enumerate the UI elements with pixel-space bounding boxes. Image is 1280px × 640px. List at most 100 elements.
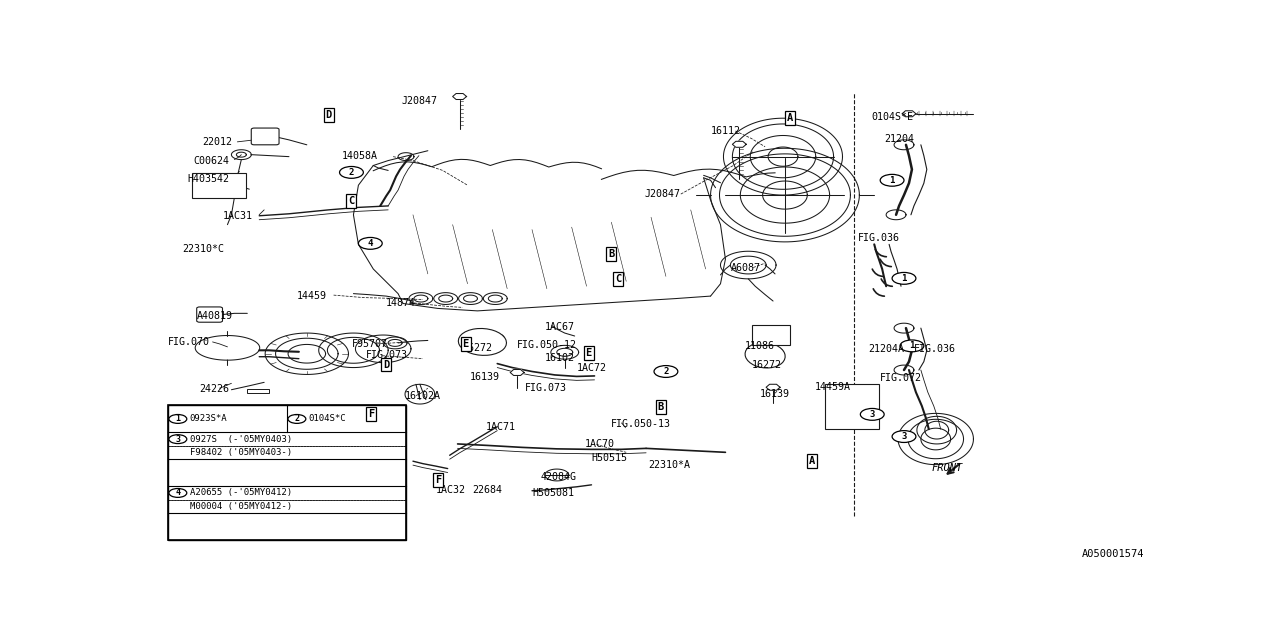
Text: 22310*A: 22310*A: [648, 460, 690, 470]
Text: FRONT: FRONT: [932, 463, 963, 472]
Polygon shape: [732, 141, 746, 147]
Text: A6087: A6087: [731, 264, 760, 273]
Text: J20847: J20847: [644, 189, 680, 199]
Text: 2: 2: [663, 367, 668, 376]
Text: 0104S*E: 0104S*E: [872, 112, 913, 122]
Text: 0923S*A: 0923S*A: [189, 415, 228, 424]
Ellipse shape: [458, 328, 507, 355]
Circle shape: [288, 415, 306, 424]
Text: 2: 2: [294, 415, 300, 424]
Text: B: B: [608, 249, 614, 259]
Text: 22684: 22684: [472, 484, 503, 495]
Circle shape: [881, 174, 904, 186]
Text: 4: 4: [175, 488, 180, 497]
FancyBboxPatch shape: [197, 307, 223, 322]
Text: C: C: [616, 274, 621, 284]
Text: B: B: [658, 402, 664, 412]
Text: 1AC72: 1AC72: [576, 362, 607, 372]
Circle shape: [358, 237, 383, 249]
FancyBboxPatch shape: [251, 128, 279, 145]
Circle shape: [654, 365, 678, 378]
Text: 1: 1: [175, 415, 180, 424]
Text: J20847: J20847: [401, 96, 436, 106]
Circle shape: [892, 431, 916, 442]
Bar: [824, 384, 879, 429]
Circle shape: [892, 273, 916, 284]
Circle shape: [169, 435, 187, 444]
Text: 14459: 14459: [297, 291, 326, 301]
Text: A20655 (-'05MY0412): A20655 (-'05MY0412): [189, 488, 292, 497]
Text: 21204A: 21204A: [868, 344, 904, 355]
Bar: [192, 173, 246, 198]
Text: 1AC67: 1AC67: [545, 322, 575, 332]
Text: 16102: 16102: [545, 353, 575, 363]
Ellipse shape: [745, 342, 785, 368]
Text: 1AC32: 1AC32: [435, 484, 466, 495]
Text: C: C: [348, 196, 355, 206]
Text: FIG.072: FIG.072: [881, 373, 922, 383]
Circle shape: [860, 408, 884, 420]
Text: FIG.036: FIG.036: [914, 344, 956, 355]
Text: 16272: 16272: [753, 360, 782, 370]
Text: 3: 3: [901, 432, 906, 441]
Text: 1: 1: [890, 176, 895, 185]
Text: 16112: 16112: [710, 126, 741, 136]
Text: H403542: H403542: [188, 174, 230, 184]
Text: M00004 ('05MY0412-): M00004 ('05MY0412-): [189, 502, 292, 511]
Text: F98402 ('05MY0403-): F98402 ('05MY0403-): [189, 448, 292, 457]
Polygon shape: [511, 369, 524, 376]
Polygon shape: [453, 93, 466, 99]
Text: A050001574: A050001574: [1082, 548, 1144, 559]
Bar: [168, 406, 406, 540]
Circle shape: [900, 340, 924, 352]
Text: 1AC71: 1AC71: [485, 422, 516, 432]
Text: 3: 3: [175, 435, 180, 444]
Text: 1AC31: 1AC31: [223, 211, 252, 221]
Bar: [168, 406, 406, 540]
Text: 2: 2: [348, 168, 355, 177]
Text: FIG.036: FIG.036: [858, 234, 900, 243]
Text: FIG.073: FIG.073: [366, 350, 408, 360]
Text: 1: 1: [901, 274, 906, 283]
Bar: [753, 324, 790, 346]
Text: A40819: A40819: [197, 311, 233, 321]
Text: FIG.050-13: FIG.050-13: [612, 419, 672, 429]
Text: D: D: [383, 360, 389, 369]
Text: C00624: C00624: [193, 156, 229, 166]
Circle shape: [169, 488, 187, 497]
Text: H505081: H505081: [532, 488, 573, 498]
Text: A: A: [809, 456, 815, 466]
Text: 1AC70: 1AC70: [585, 440, 614, 449]
Text: D: D: [325, 110, 332, 120]
Text: E: E: [462, 339, 468, 349]
Text: H50515: H50515: [591, 452, 627, 463]
Polygon shape: [902, 111, 916, 116]
Text: F: F: [435, 475, 440, 485]
Text: 21204: 21204: [884, 134, 914, 144]
Text: 16272: 16272: [462, 343, 493, 353]
Text: 4: 4: [367, 239, 372, 248]
Text: 16102A: 16102A: [404, 390, 442, 401]
Text: 1: 1: [909, 341, 915, 350]
Text: 24226: 24226: [200, 384, 229, 394]
Text: 42084G: 42084G: [541, 472, 577, 482]
Polygon shape: [767, 384, 780, 390]
Text: F95707: F95707: [352, 339, 388, 349]
Text: 11086: 11086: [745, 341, 776, 351]
Text: 22012: 22012: [202, 137, 233, 147]
Text: 14874: 14874: [387, 298, 416, 308]
Text: A: A: [787, 113, 794, 123]
Text: FIG.073: FIG.073: [525, 383, 567, 393]
Text: 0927S  (-'05MY0403): 0927S (-'05MY0403): [189, 435, 292, 444]
Text: 14459A: 14459A: [815, 382, 851, 392]
Text: 16139: 16139: [470, 372, 499, 383]
Circle shape: [339, 166, 364, 179]
Text: FIG.050-12: FIG.050-12: [517, 340, 577, 350]
Text: FIG.070: FIG.070: [168, 337, 210, 347]
Text: 14058A: 14058A: [342, 150, 378, 161]
Text: F: F: [369, 410, 375, 419]
Bar: [247, 389, 269, 393]
Text: E: E: [585, 348, 591, 358]
Text: 0104S*C: 0104S*C: [308, 415, 347, 424]
Circle shape: [169, 415, 187, 424]
